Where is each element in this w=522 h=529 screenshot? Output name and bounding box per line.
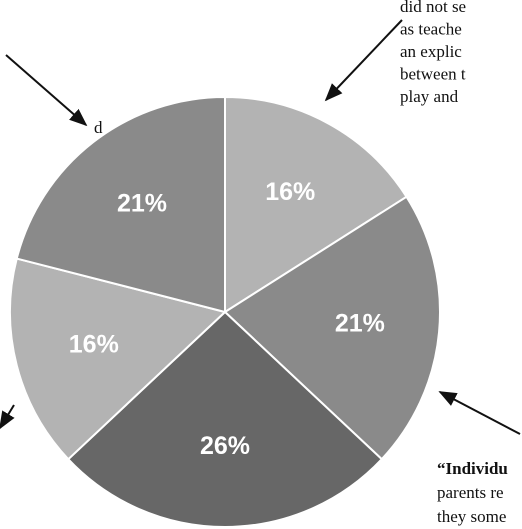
annotation-text: as teache bbox=[400, 20, 462, 39]
annotation-text: they some bbox=[437, 507, 506, 526]
pie-slice bbox=[224, 95, 408, 314]
data-label: 16% bbox=[265, 178, 315, 206]
annotations: did not se as teache an explic between t pla… bbox=[94, 0, 508, 526]
annotation-text: an explic bbox=[400, 42, 462, 61]
annotation-text: did not se bbox=[400, 0, 466, 16]
data-label: 21% bbox=[117, 190, 167, 218]
pie-slice bbox=[9, 257, 228, 461]
pie-slice bbox=[15, 95, 226, 314]
data-label: 21% bbox=[335, 309, 385, 337]
pie-slice bbox=[66, 310, 384, 528]
annotation-text: parents re bbox=[437, 483, 504, 502]
annotation-text: between t bbox=[400, 65, 466, 84]
annotation-text: “Individu bbox=[437, 459, 508, 478]
data-label: 26% bbox=[200, 432, 250, 460]
arrows bbox=[0, 19, 521, 435]
annotation-text: d bbox=[94, 118, 103, 137]
arrow bbox=[0, 404, 15, 430]
arrow bbox=[324, 19, 403, 102]
data-label: 16% bbox=[69, 330, 119, 358]
pie-slice bbox=[223, 195, 441, 461]
arrow bbox=[438, 391, 521, 435]
annotation-text: play and bbox=[400, 87, 459, 106]
arrow bbox=[5, 54, 88, 127]
pie: 16% 21% 26% 16% 21% bbox=[9, 95, 441, 528]
